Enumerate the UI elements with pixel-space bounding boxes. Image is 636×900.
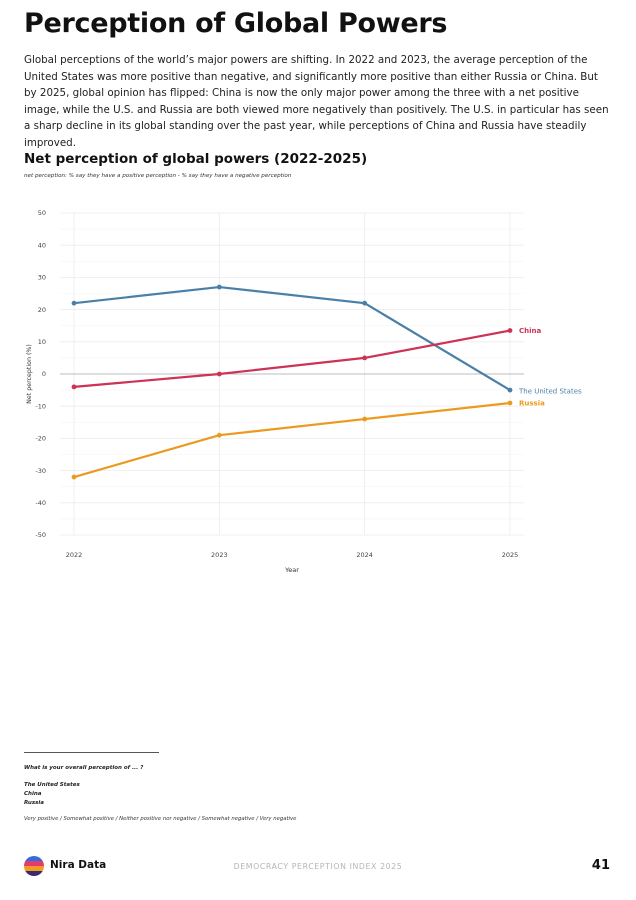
series-end-label: The United States [518, 388, 582, 396]
y-tick-label: -20 [35, 435, 46, 443]
page-title: Perception of Global Powers [24, 8, 448, 39]
data-point [71, 300, 77, 306]
survey-scale: Very positive / Somewhat positive / Neit… [24, 816, 297, 822]
series-line [72, 401, 512, 479]
data-point [362, 355, 368, 361]
survey-question: What is your overall perception of ... ? [24, 765, 144, 771]
report-name: DEMOCRACY PERCEPTION INDEX 2025 [233, 862, 403, 871]
data-point [507, 328, 513, 333]
y-tick-label: 10 [38, 338, 46, 346]
series-end-label: Russia [519, 399, 545, 407]
page-number: 41 [591, 858, 610, 873]
survey-items: The United States China Russia [24, 781, 80, 808]
x-axis-title: Year [284, 566, 299, 574]
series-line [72, 285, 512, 392]
series-line [72, 329, 512, 388]
data-point [216, 284, 222, 290]
data-point [507, 400, 513, 406]
data-point [362, 416, 368, 422]
y-tick-label: 30 [38, 274, 46, 282]
x-tick-label: 2022 [66, 551, 83, 559]
data-point [216, 432, 222, 438]
y-tick-label: 20 [38, 306, 46, 314]
survey-item: China [24, 791, 42, 797]
x-tick-label: 2024 [356, 551, 373, 559]
x-tick-label: 2023 [211, 551, 228, 559]
y-tick-label: 0 [42, 370, 46, 378]
notes-divider [24, 752, 159, 753]
chart-title: Net perception of global powers (2022-20… [24, 151, 368, 167]
line-chart: -50 -40 -30 -20 -10 0 10 20 30 40 50 2022 2023 2024 20… [26, 209, 582, 574]
x-tick-label: 2025 [502, 551, 519, 559]
data-point [71, 474, 77, 480]
survey-item: Russia [24, 800, 44, 806]
data-point [71, 384, 77, 390]
series-end-label: China [519, 327, 542, 335]
chart-subtitle: net perception: % say they have a positi… [24, 173, 292, 179]
data-point [507, 387, 513, 393]
brand-name: Nira Data [50, 859, 107, 871]
y-axis-title: Net perception (%) [26, 344, 33, 404]
y-tick-label: 50 [38, 209, 46, 217]
data-point [216, 371, 222, 377]
nira-logo-icon [24, 856, 44, 876]
intro-paragraph: Global perceptions of the world’s major … [24, 54, 609, 149]
y-tick-label: -50 [35, 531, 46, 539]
y-tick-label: -30 [35, 467, 46, 475]
y-tick-label: -40 [35, 499, 46, 507]
y-tick-label: -10 [35, 402, 46, 410]
data-point [362, 300, 368, 306]
survey-item: The United States [24, 782, 80, 788]
y-tick-label: 40 [38, 241, 46, 249]
footer: Nira Data DEMOCRACY PERCEPTION INDEX 202… [0, 852, 636, 882]
